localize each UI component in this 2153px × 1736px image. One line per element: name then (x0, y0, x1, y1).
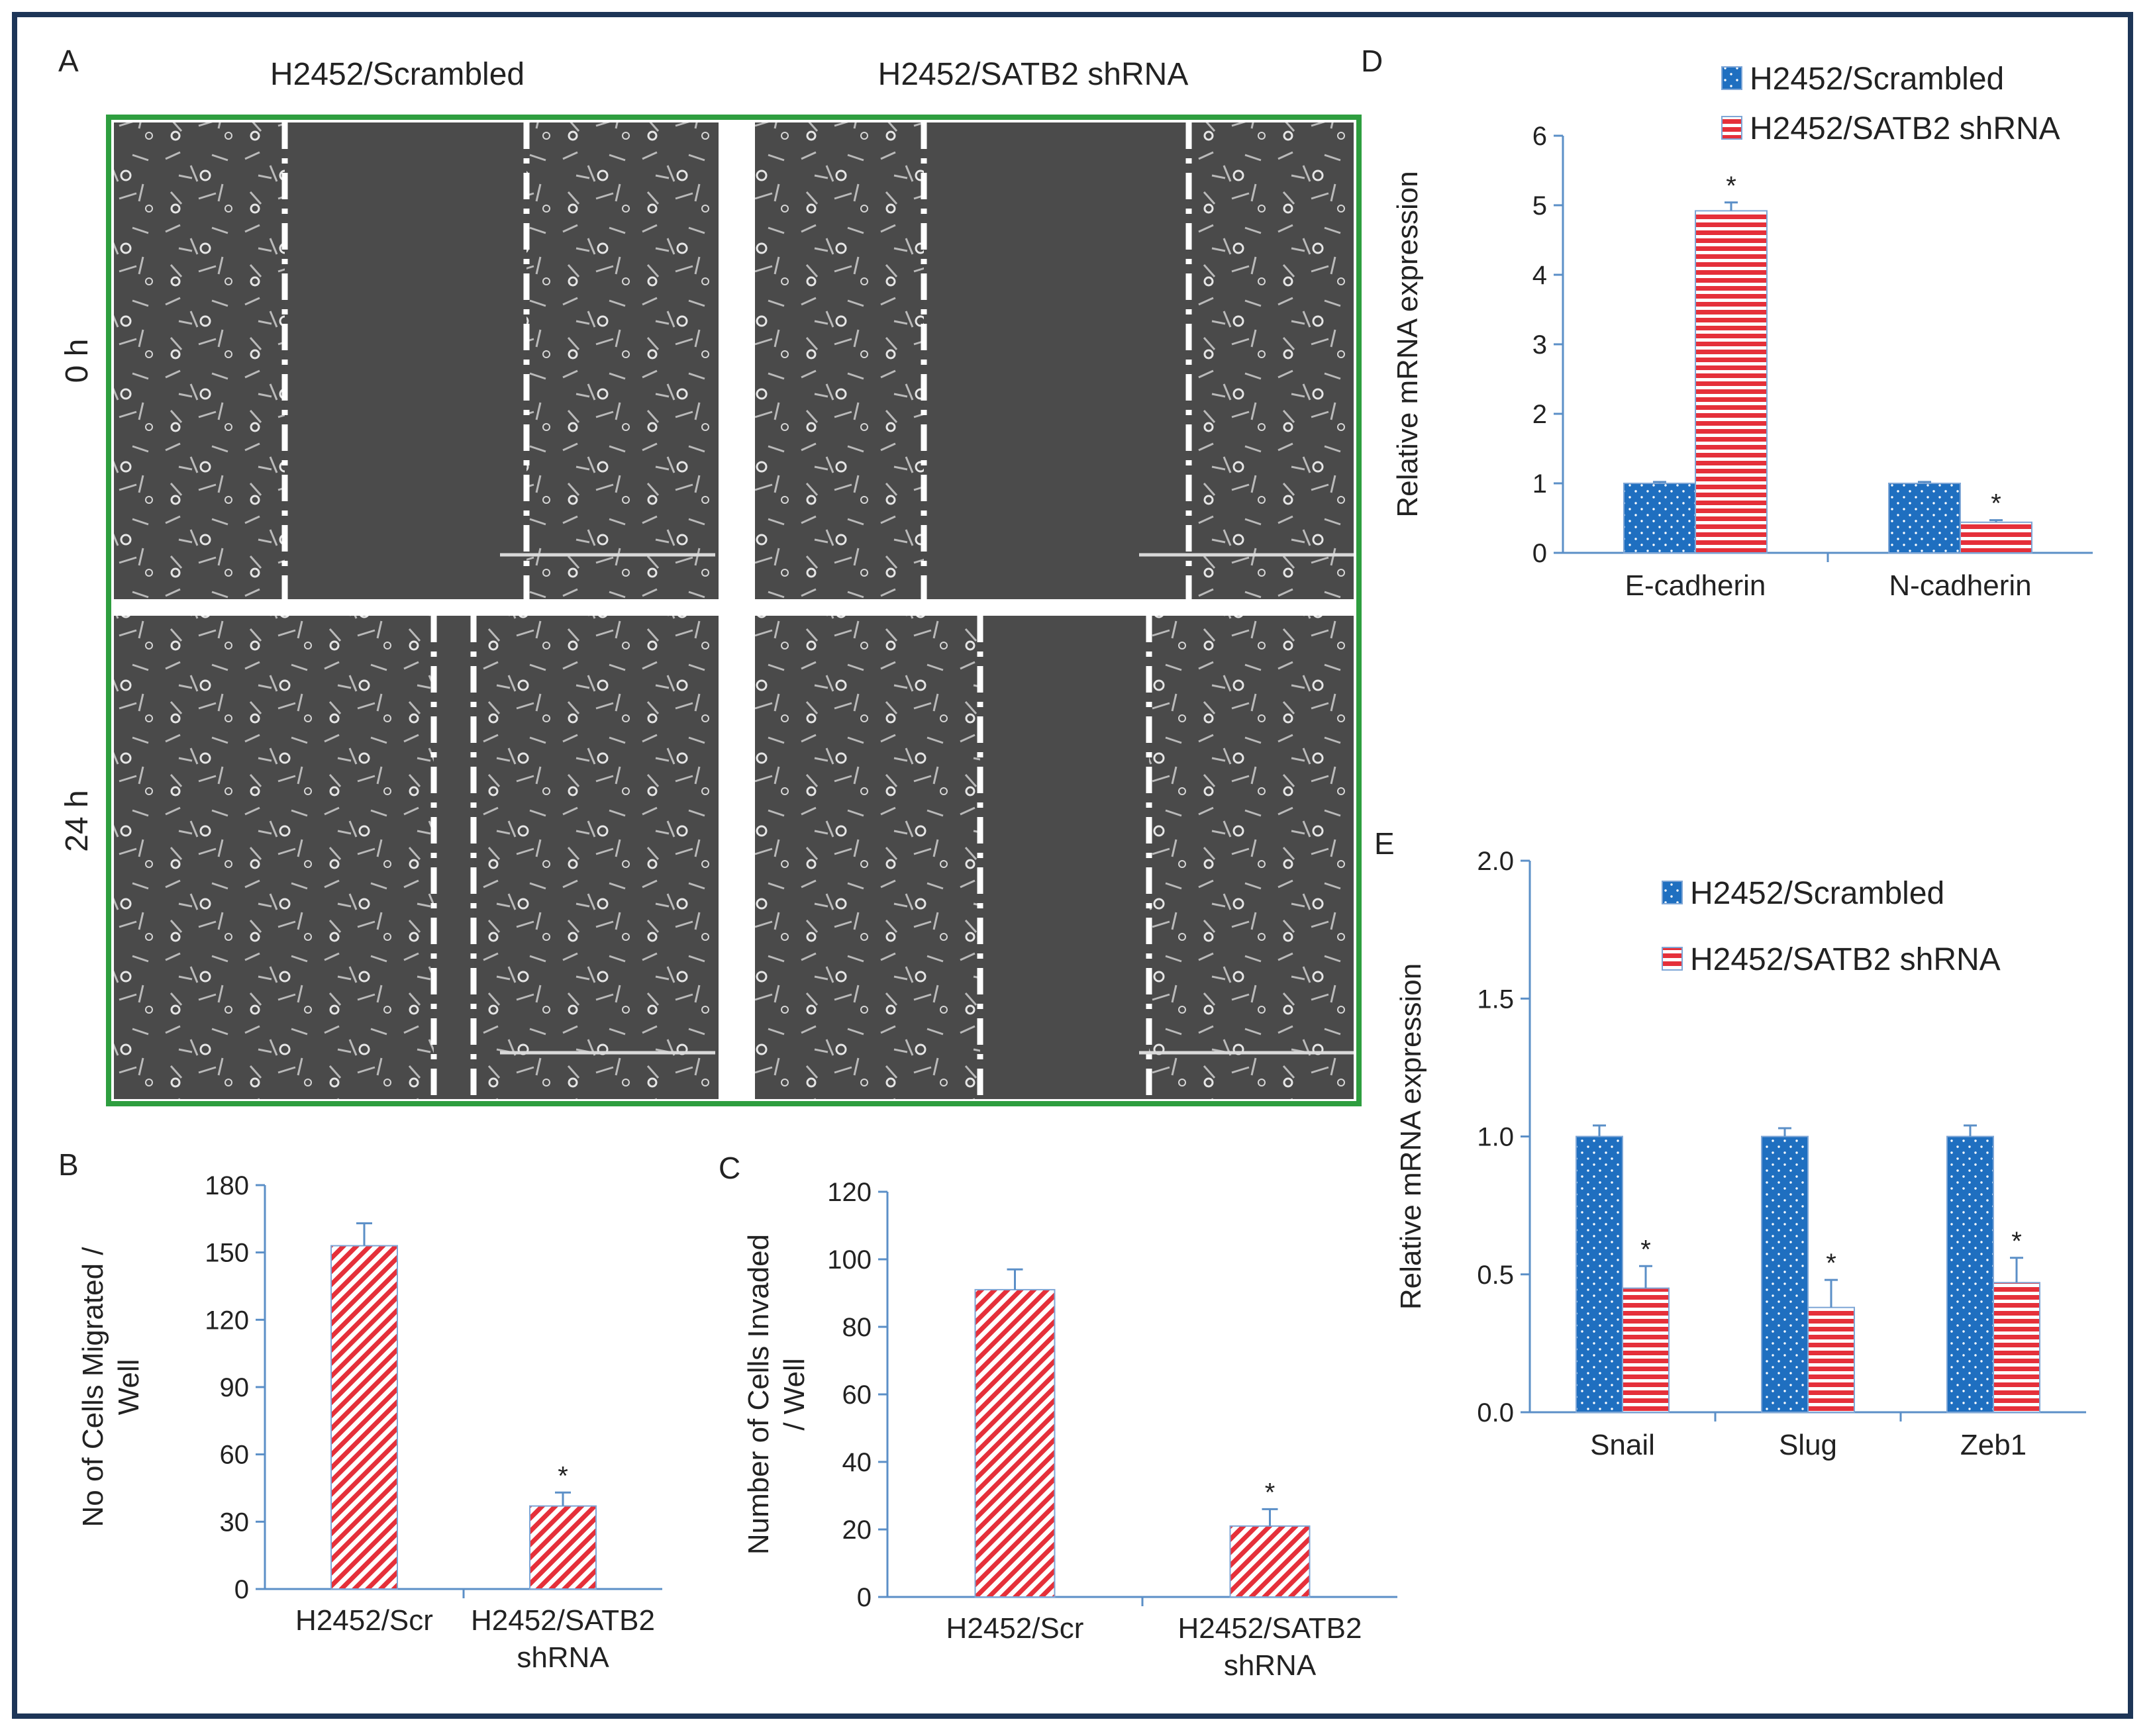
panel-b: B 0 30 60 90 120 150 180 H2452/Scr * H2452/SATB2 s… (58, 1147, 662, 1674)
micrograph-0h-shrna (755, 122, 1354, 599)
y-tick-label: 180 (205, 1171, 249, 1200)
col-title-shrna: H2452/SATB2 shRNA (878, 57, 1189, 92)
panel-e-label: E (1374, 826, 1395, 861)
chart-d: 0 1 2 3 4 5 6 * E-cadherin * N-cadherin Relative mR… (1391, 62, 2093, 602)
bar-scrambled (1888, 483, 1961, 554)
y-tick-label: 0.5 (1477, 1261, 1514, 1290)
y-axis-label-line: / Well (778, 1358, 811, 1430)
bar-shrna (1993, 1282, 2040, 1413)
x-tick-label: H2452/Scr (295, 1604, 433, 1637)
y-tick-label: 120 (827, 1178, 872, 1207)
chart-b: 0 30 60 90 120 150 180 H2452/Scr * H2452/SATB2 shR… (77, 1171, 662, 1674)
y-axis-label: Number of Cells Invaded / Well (742, 1234, 811, 1555)
chart-e: 0.0 0.5 1.0 1.5 2.0 * Snail * Slug * Zeb1 Relative … (1395, 847, 2086, 1461)
significance-marker: * (2011, 1227, 2022, 1256)
x-tick-label: H2452/SATB2 (1177, 1612, 1362, 1645)
row-label-0h: 0 h (60, 339, 95, 383)
y-tick-label: 100 (827, 1245, 872, 1275)
chart-c: 0 20 40 60 80 100 120 H2452/Scr * H2452/SATB2 shRN… (742, 1178, 1397, 1682)
y-axis-label: No of Cells Migrated / Well (77, 1247, 145, 1527)
y-tick-label: 90 (220, 1373, 250, 1402)
legend-label: H2452/SATB2 shRNA (1690, 942, 2001, 977)
y-tick-label: 0.0 (1477, 1398, 1514, 1427)
y-tick-label: 60 (842, 1380, 872, 1410)
x-tick-label: shRNA (517, 1641, 609, 1674)
y-tick-label: 20 (842, 1516, 872, 1545)
y-tick-label: 4 (1532, 261, 1547, 290)
bar-scrambled (1946, 1135, 1994, 1413)
micrograph-24h-scrambled (114, 616, 755, 1099)
panel-e: E 0.0 0.5 1.0 1.5 2.0 * Snail * Slug * Zeb1 Relativ… (1374, 826, 2086, 1461)
x-tick-label: shRNA (1224, 1649, 1317, 1682)
panel-a-label: A (58, 44, 79, 78)
x-tick-label: Snail (1590, 1429, 1655, 1461)
y-tick-label: 1.0 (1477, 1123, 1514, 1152)
y-tick-label: 0 (234, 1575, 249, 1604)
panel-c: C 0 20 40 60 80 100 120 H2452/Scr * H2452/SATB2 sh… (719, 1151, 1397, 1682)
y-tick-label: 1.5 (1477, 985, 1514, 1014)
bar-shrna (1960, 521, 2032, 554)
y-tick-label: 0 (857, 1583, 872, 1612)
legend-label: H2452/Scrambled (1750, 62, 2004, 97)
legend-swatch (1721, 66, 1742, 90)
significance-marker: * (558, 1461, 568, 1490)
panel-b-label: B (58, 1147, 79, 1182)
bar-shrna (1807, 1306, 1855, 1413)
legend-label: H2452/SATB2 shRNA (1750, 111, 2060, 146)
bar-scrambled (1623, 483, 1696, 554)
panel-a: A H2452/Scrambled H2452/SATB2 shRNA 0 h … (58, 44, 1362, 1106)
y-axis-label-line: Number of Cells Invaded (742, 1234, 775, 1555)
legend-swatch (1662, 947, 1683, 971)
y-axis-label-line: No of Cells Migrated / (77, 1247, 109, 1527)
figure-frame (12, 12, 2133, 1719)
significance-marker: * (1265, 1478, 1276, 1507)
bar (974, 1288, 1056, 1598)
x-tick-label: N-cadherin (1889, 569, 2031, 602)
x-tick-label: Slug (1779, 1429, 1837, 1461)
x-tick-label: E-cadherin (1625, 569, 1766, 602)
bar (330, 1245, 398, 1590)
bar-scrambled (1761, 1135, 1809, 1413)
separator-horizontal (114, 599, 1354, 616)
micrograph-24h-shrna (755, 616, 1354, 1099)
significance-marker: * (1640, 1235, 1651, 1264)
bar-scrambled (1576, 1135, 1623, 1413)
y-tick-label: 30 (220, 1508, 250, 1537)
significance-marker: * (1826, 1249, 1836, 1278)
micrograph-0h-scrambled (114, 122, 755, 599)
legend-label: H2452/Scrambled (1690, 876, 1944, 911)
y-tick-label: 120 (205, 1306, 249, 1335)
row-label-24h: 24 h (60, 790, 95, 851)
y-tick-label: 3 (1532, 330, 1547, 360)
significance-marker: * (1726, 171, 1736, 201)
y-axis-label-line: Well (113, 1359, 145, 1416)
y-tick-label: 150 (205, 1239, 249, 1268)
y-tick-label: 6 (1532, 122, 1547, 151)
bar (1229, 1525, 1311, 1598)
y-tick-label: 0 (1532, 539, 1547, 568)
y-tick-label: 2 (1532, 400, 1547, 429)
y-tick-label: 2.0 (1477, 847, 1514, 876)
legend-swatch (1662, 881, 1683, 904)
bar-shrna (1622, 1287, 1670, 1413)
x-tick-label: H2452/Scr (946, 1612, 1084, 1645)
y-tick-label: 80 (842, 1313, 872, 1342)
y-axis-label: Relative mRNA expression (1391, 171, 1424, 517)
y-tick-label: 5 (1532, 191, 1547, 220)
panel-d-label: D (1361, 44, 1383, 78)
y-tick-label: 60 (220, 1441, 250, 1470)
legend-swatch (1721, 116, 1742, 140)
bar (529, 1505, 597, 1590)
y-tick-label: 1 (1532, 469, 1547, 499)
x-tick-label: H2452/SATB2 (471, 1604, 655, 1637)
panel-d: D 0 1 2 3 4 5 6 * E-cadherin * N-cadherin Relative … (1361, 44, 2093, 602)
y-tick-label: 40 (842, 1448, 872, 1477)
bar-shrna (1695, 210, 1768, 554)
col-title-scrambled: H2452/Scrambled (270, 57, 525, 92)
significance-marker: * (1991, 489, 2001, 518)
y-axis-label: Relative mRNA expression (1395, 963, 1427, 1310)
x-tick-label: Zeb1 (1960, 1429, 2027, 1461)
panel-c-label: C (719, 1151, 740, 1185)
